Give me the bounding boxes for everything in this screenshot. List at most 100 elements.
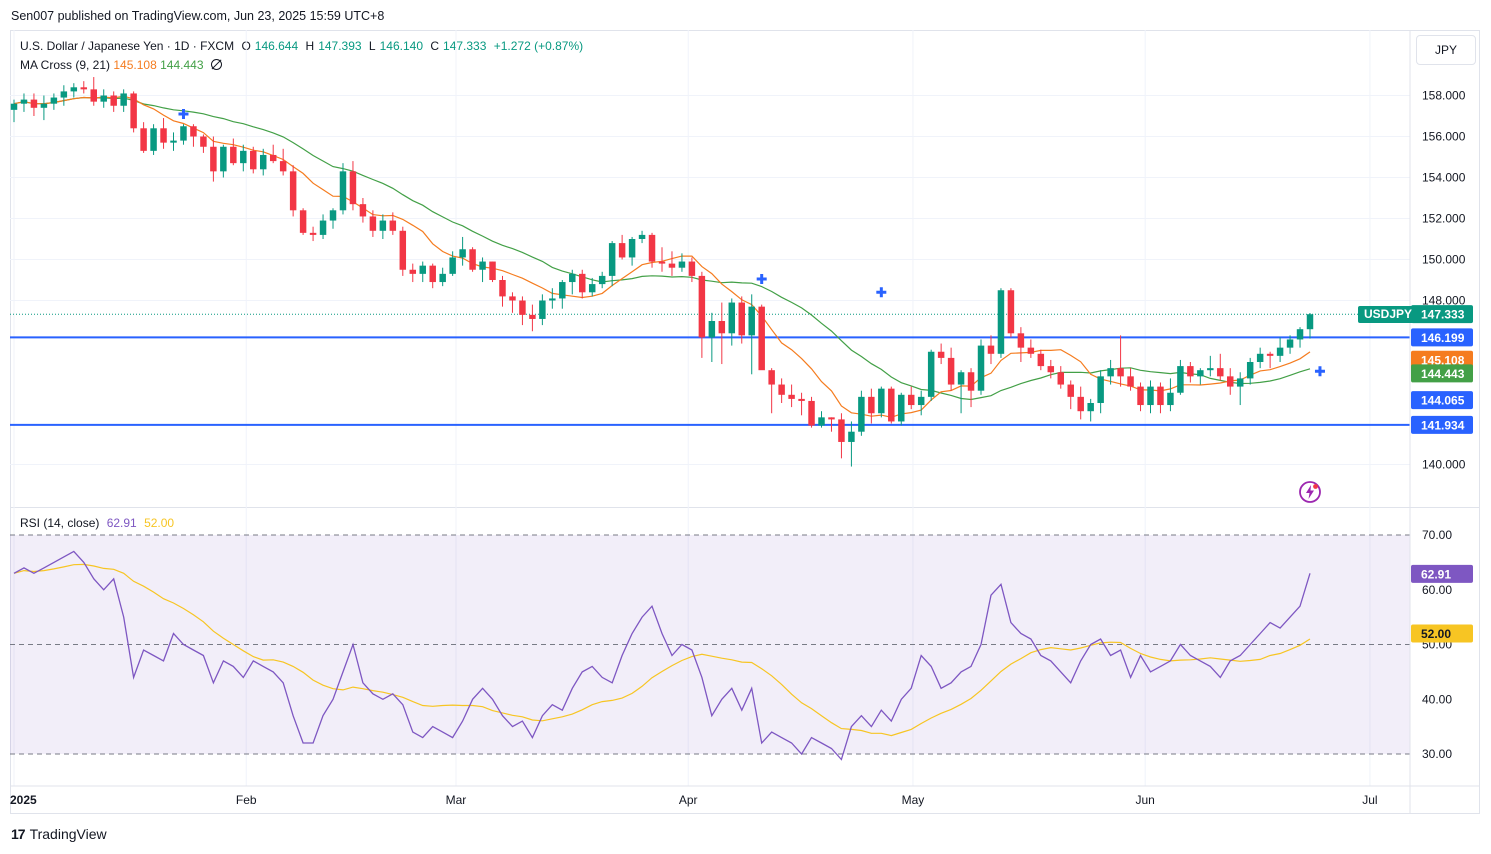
time-tick-label: Feb bbox=[236, 793, 257, 807]
tradingview-logo[interactable]: 17 TradingView bbox=[11, 826, 107, 842]
pane-separator[interactable] bbox=[10, 507, 1480, 508]
candle-body bbox=[698, 275, 706, 338]
ma-slow-value: 144.443 bbox=[160, 58, 204, 72]
candle-body bbox=[269, 154, 277, 162]
candle-body bbox=[80, 87, 88, 90]
cross-level-tag-bg bbox=[1411, 391, 1473, 410]
candle-body bbox=[927, 351, 935, 397]
rsi-ma-tag-bg bbox=[1411, 624, 1473, 643]
candle-body bbox=[240, 150, 247, 164]
rsi-label: RSI (14, close) bbox=[20, 516, 100, 530]
candle-body bbox=[379, 220, 387, 231]
candle-body bbox=[190, 126, 197, 137]
candle-body bbox=[150, 128, 157, 151]
candle-body bbox=[200, 136, 207, 147]
cross-markers bbox=[178, 108, 1325, 377]
rsi-tick-label: 70.00 bbox=[1422, 528, 1452, 542]
ma-cross-label: MA Cross (9, 21) bbox=[20, 58, 111, 72]
candle-body bbox=[329, 210, 337, 221]
lightning-icon[interactable] bbox=[1298, 480, 1322, 504]
currency-selector[interactable]: JPY bbox=[1416, 35, 1476, 65]
candle-body bbox=[997, 290, 1005, 354]
candle-body bbox=[778, 384, 785, 395]
candle-body bbox=[1027, 347, 1035, 354]
price-tick-label: 158.000 bbox=[1422, 89, 1466, 103]
symbol-title: U.S. Dollar / Japanese Yen · 1D · FXCM bbox=[20, 39, 235, 53]
candle-body bbox=[1107, 368, 1114, 377]
candle-body bbox=[688, 261, 696, 276]
last-price-tag-bg bbox=[1411, 305, 1473, 324]
candle-body bbox=[110, 95, 117, 106]
candle-body bbox=[210, 146, 217, 172]
candle-body bbox=[140, 128, 147, 151]
eye-off-icon[interactable] bbox=[210, 59, 222, 70]
candle-body bbox=[1306, 314, 1314, 330]
price-tick-label: 148.000 bbox=[1422, 294, 1466, 308]
rsi-ma-line bbox=[13, 563, 1311, 737]
candle-body bbox=[907, 394, 915, 406]
candle-body bbox=[618, 243, 626, 258]
candle-body bbox=[818, 417, 825, 426]
rsi-tick-label: 30.00 bbox=[1422, 747, 1452, 761]
candle-body bbox=[1147, 386, 1154, 406]
candle-body bbox=[1296, 329, 1304, 340]
candle-body bbox=[828, 417, 835, 420]
upper-level-tag: 146.199 bbox=[1421, 331, 1465, 345]
candles bbox=[10, 77, 1314, 467]
candle-body bbox=[429, 265, 436, 283]
candle-body bbox=[309, 232, 317, 235]
rsi-legend[interactable]: RSI (14, close) 62.91 52.00 bbox=[20, 516, 174, 530]
candle-body bbox=[1246, 362, 1254, 379]
candle-body bbox=[658, 261, 666, 264]
candle-body bbox=[230, 146, 237, 164]
publish-credit: Sen007 published on TradingView.com, Jun… bbox=[11, 9, 385, 23]
candle-body bbox=[1117, 368, 1124, 377]
symbol-legend[interactable]: U.S. Dollar / Japanese Yen · 1D · FXCM O… bbox=[20, 39, 587, 53]
candle-body bbox=[499, 280, 506, 297]
candle-body bbox=[479, 261, 486, 270]
candle-body bbox=[20, 99, 28, 104]
candle-body bbox=[937, 351, 945, 358]
candle-body bbox=[90, 89, 97, 102]
candle-body bbox=[1047, 366, 1055, 373]
candle-body bbox=[299, 210, 307, 233]
candle-body bbox=[668, 263, 676, 268]
candle-body bbox=[1236, 378, 1244, 387]
candle-body bbox=[977, 345, 985, 391]
candle-body bbox=[519, 300, 526, 315]
ma-cross-marker bbox=[876, 287, 887, 298]
candle-body bbox=[439, 273, 446, 283]
rsi-tick-label: 40.00 bbox=[1422, 692, 1452, 706]
rsi-grid bbox=[10, 534, 1410, 755]
ma-cross-legend[interactable]: MA Cross (9, 21) 145.108 144.443 bbox=[20, 58, 222, 72]
candle-body bbox=[898, 394, 905, 422]
rsi-band bbox=[10, 535, 1410, 754]
candle-body bbox=[130, 93, 137, 129]
candle-body bbox=[1137, 386, 1144, 406]
candle-body bbox=[1037, 353, 1045, 367]
candle-body bbox=[1177, 366, 1184, 393]
candle-body bbox=[469, 249, 476, 270]
candle-body bbox=[638, 234, 646, 239]
candle-body bbox=[70, 87, 78, 92]
candle-body bbox=[608, 243, 616, 276]
price-tick-label: 152.000 bbox=[1422, 212, 1466, 226]
time-tick-label: Jun bbox=[1136, 793, 1155, 807]
candle-body bbox=[459, 249, 466, 258]
candle-body bbox=[1007, 290, 1015, 334]
candle-body bbox=[648, 234, 656, 262]
ma-cross-marker bbox=[1314, 366, 1325, 377]
candle-body bbox=[50, 97, 58, 104]
candle-body bbox=[509, 296, 516, 301]
ma-cross-marker bbox=[178, 108, 189, 119]
time-axis: 2025 Feb Mar Apr May Jun Jul bbox=[10, 785, 1480, 807]
rsi-tick-label: 60.00 bbox=[1422, 583, 1452, 597]
candle-body bbox=[1077, 396, 1084, 412]
rsi-ma-value: 52.00 bbox=[144, 516, 175, 530]
candle-body bbox=[1197, 370, 1204, 377]
rsi-line bbox=[13, 550, 1311, 761]
candle-body bbox=[1256, 353, 1264, 362]
high-value: H 147.393 bbox=[305, 39, 362, 53]
